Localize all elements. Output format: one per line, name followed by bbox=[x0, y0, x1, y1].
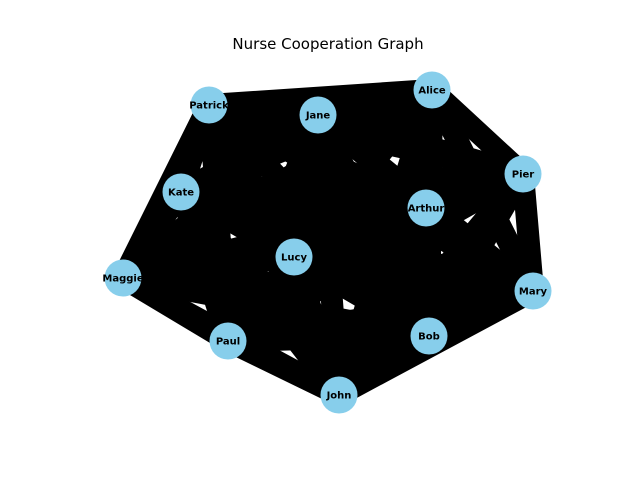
node-label: Paul bbox=[216, 337, 240, 348]
edge-paul-john bbox=[217, 330, 350, 406]
graph-title: Nurse Cooperation Graph bbox=[232, 35, 423, 53]
edge-arthur-mary bbox=[415, 197, 544, 302]
node-layer: Patrick Jane Alice Pier Kate Arthur Lucy Maggie… bbox=[102, 71, 552, 414]
node-label: Kate bbox=[168, 188, 194, 199]
node-pier: Pier bbox=[504, 155, 542, 193]
node-circle bbox=[190, 86, 228, 124]
node-alice: Alice bbox=[413, 71, 451, 109]
edge-pier-mary bbox=[512, 163, 544, 302]
node-label: Arthur bbox=[408, 204, 445, 215]
node-maggie: Maggie bbox=[102, 259, 144, 297]
node-label: Lucy bbox=[281, 253, 307, 264]
node-circle bbox=[299, 96, 337, 134]
node-label: Jane bbox=[305, 111, 331, 122]
node-label: John bbox=[326, 391, 352, 402]
node-john: John bbox=[320, 376, 358, 414]
node-paul: Paul bbox=[209, 322, 247, 360]
node-circle bbox=[209, 322, 247, 360]
node-circle bbox=[320, 376, 358, 414]
node-circle bbox=[514, 272, 552, 310]
node-circle bbox=[407, 189, 445, 227]
node-kate: Kate bbox=[162, 173, 200, 211]
node-label: Alice bbox=[418, 86, 446, 97]
edge-layer bbox=[112, 79, 544, 406]
node-patrick: Patrick bbox=[189, 86, 229, 124]
node-circle bbox=[413, 71, 451, 109]
node-jane: Jane bbox=[299, 96, 337, 134]
node-circle bbox=[104, 259, 142, 297]
node-lucy: Lucy bbox=[275, 238, 313, 276]
node-circle bbox=[504, 155, 542, 193]
node-mary: Mary bbox=[514, 272, 552, 310]
node-bob: Bob bbox=[410, 317, 448, 355]
node-label: Bob bbox=[418, 332, 440, 343]
node-circle bbox=[410, 317, 448, 355]
node-label: Mary bbox=[519, 287, 548, 298]
node-arthur: Arthur bbox=[407, 189, 445, 227]
edge-paul-bob bbox=[217, 325, 440, 352]
node-label: Patrick bbox=[189, 101, 229, 112]
node-circle bbox=[275, 238, 313, 276]
node-label: Pier bbox=[512, 170, 535, 181]
node-label: Maggie bbox=[102, 274, 143, 285]
node-circle bbox=[162, 173, 200, 211]
